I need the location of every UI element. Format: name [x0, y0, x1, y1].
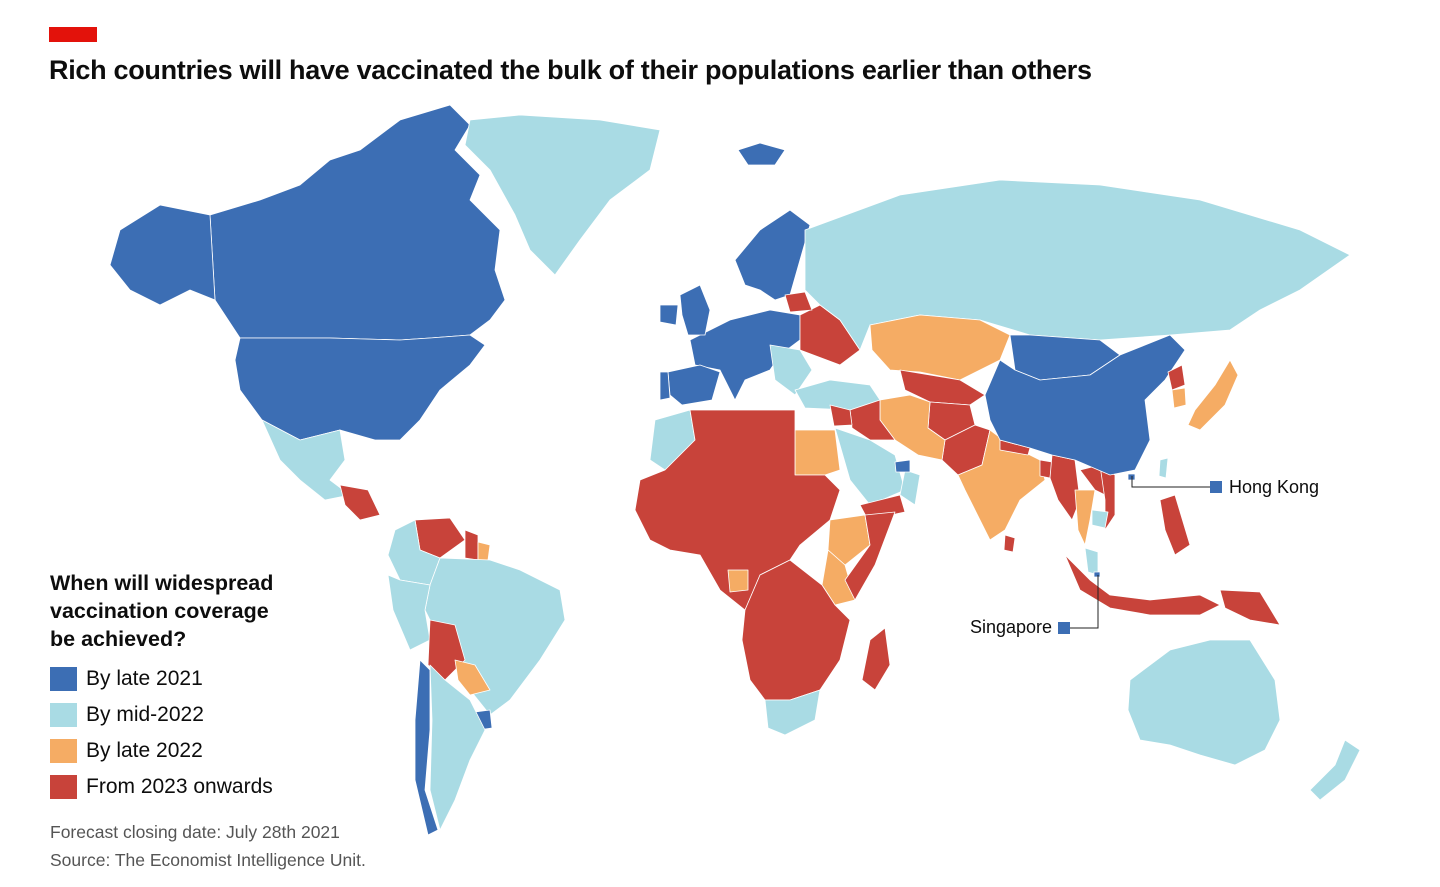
legend-title-line: vaccination coverage	[50, 599, 269, 623]
region-alaska	[109, 204, 216, 306]
hong-kong-leader-line	[1131, 476, 1213, 488]
legend-title-line: When will widespread	[50, 571, 274, 595]
region-greenland	[464, 114, 661, 276]
legend-label: By late 2022	[86, 739, 203, 762]
hong-kong-label: Hong Kong	[1229, 477, 1320, 497]
region-new-zealand	[1309, 739, 1361, 801]
legend-item-late-2022: By late 2022	[50, 733, 380, 769]
region-argentina	[429, 664, 486, 831]
legend-label: By mid-2022	[86, 703, 204, 726]
region-china	[984, 334, 1186, 476]
region-mexico	[261, 419, 351, 501]
region-myanmar	[1049, 454, 1081, 521]
legend-swatch	[50, 703, 77, 727]
region-kenya	[821, 549, 856, 606]
legend-swatch	[50, 667, 77, 691]
region-united-states	[234, 334, 486, 441]
region-spain	[667, 364, 721, 406]
region-syria	[829, 404, 853, 427]
forecast-note: Forecast closing date: July 28th 2021	[50, 822, 340, 842]
region-thailand	[1074, 489, 1096, 546]
region-uae	[894, 459, 911, 473]
region-iceland	[737, 142, 786, 166]
region-iraq	[849, 399, 896, 441]
region-india	[957, 429, 1046, 541]
brand-red-tag	[49, 27, 97, 42]
region-chile	[414, 659, 439, 836]
legend-title: When will widespread vaccination coverag…	[50, 569, 380, 653]
region-canada	[209, 104, 506, 341]
region-singapore	[1093, 571, 1101, 578]
region-australia	[1127, 639, 1281, 766]
region-madagascar	[861, 627, 891, 691]
legend-item-2023-onwards: From 2023 onwards	[50, 769, 380, 805]
legend-title-line: be achieved?	[50, 627, 187, 651]
region-southern-africa	[741, 559, 851, 701]
region-central-america	[339, 484, 381, 521]
region-ethiopia	[827, 514, 871, 566]
singapore-marker	[1058, 622, 1070, 634]
region-ireland	[659, 304, 679, 326]
legend: When will widespread vaccination coverag…	[50, 569, 380, 805]
region-portugal	[659, 371, 671, 401]
region-oman	[899, 469, 921, 506]
region-kazakhstan	[869, 314, 1011, 381]
region-egypt	[794, 429, 841, 476]
region-sri-lanka	[1003, 534, 1016, 553]
region-guyana	[464, 529, 479, 561]
region-gabon	[727, 569, 749, 593]
region-paraguay	[454, 659, 491, 696]
legend-label: From 2023 onwards	[86, 775, 273, 798]
region-scandinavia	[734, 209, 811, 301]
footer: Forecast closing date: July 28th 2021 So…	[50, 818, 366, 874]
region-united-kingdom	[679, 284, 711, 336]
legend-swatch	[50, 775, 77, 799]
region-north-korea	[1167, 364, 1186, 391]
region-somalia	[844, 511, 896, 601]
region-south-korea	[1171, 387, 1187, 409]
legend-item-mid-2022: By mid-2022	[50, 697, 380, 733]
region-suriname	[477, 541, 491, 561]
region-indonesia	[1064, 554, 1221, 616]
region-south-africa	[764, 689, 821, 736]
region-papua-new-guinea	[1219, 589, 1281, 626]
source-note: Source: The Economist Intelligence Unit.	[50, 850, 366, 870]
region-peru	[387, 574, 431, 651]
region-taiwan	[1158, 457, 1169, 479]
region-balkans	[769, 344, 813, 396]
legend-swatch	[50, 739, 77, 763]
region-philippines	[1159, 494, 1191, 556]
singapore-leader-line	[1066, 575, 1099, 629]
legend-item-late-2021: By late 2021	[50, 661, 380, 697]
hong-kong-marker	[1210, 481, 1222, 493]
chart-title: Rich countries will have vaccinated the …	[49, 55, 1092, 85]
legend-label: By late 2021	[86, 667, 203, 690]
region-malaysia	[1084, 547, 1099, 576]
region-cambodia	[1091, 509, 1109, 529]
region-japan	[1187, 359, 1239, 431]
singapore-label: Singapore	[970, 617, 1053, 637]
region-belarus	[784, 291, 813, 313]
